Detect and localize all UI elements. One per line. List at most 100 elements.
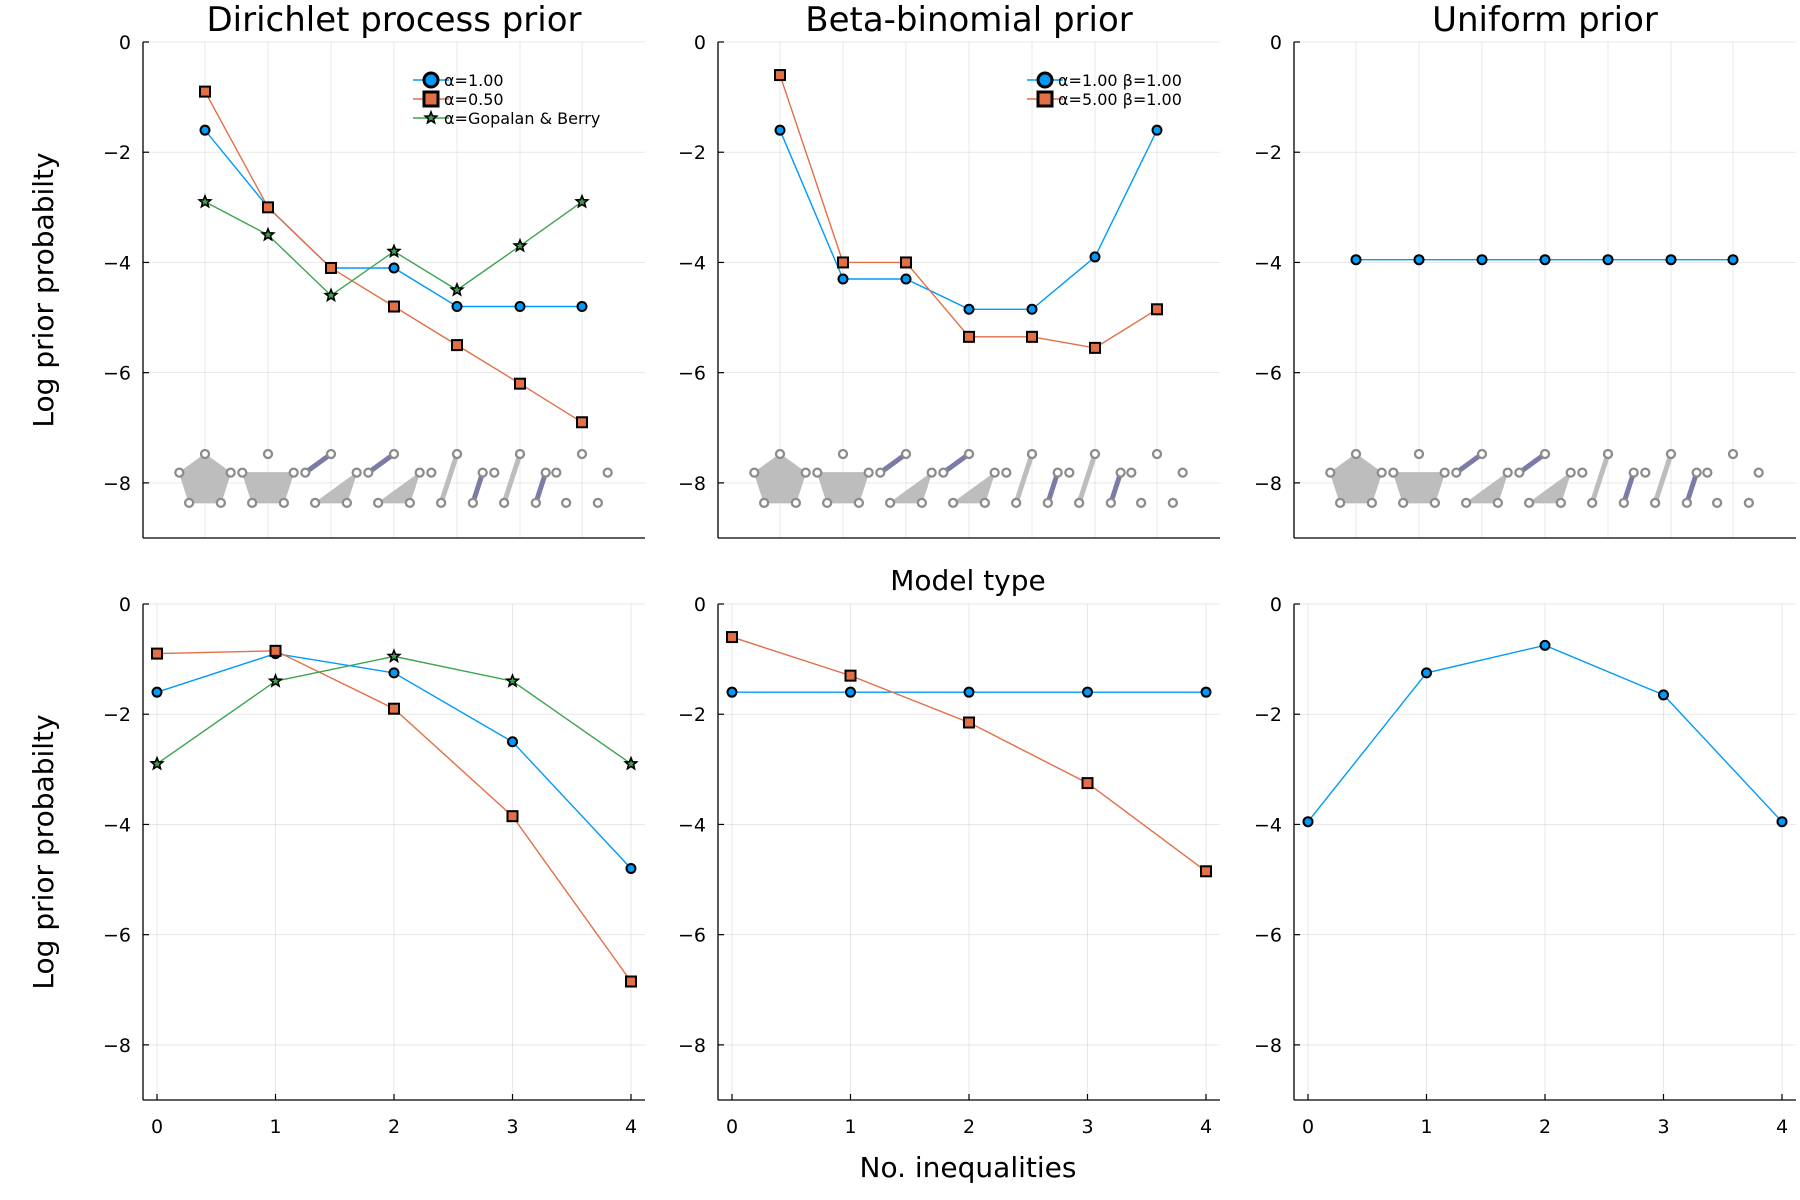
partition-node	[1126, 467, 1137, 478]
x-tick-label: 0	[151, 1116, 163, 1138]
y-tick-label: −6	[678, 925, 706, 947]
data-point	[726, 686, 738, 698]
series-3	[149, 648, 639, 771]
panel-title: Beta-binomial prior	[805, 0, 1133, 40]
grid	[1294, 603, 1796, 1100]
partition-glyph-7	[1702, 448, 1764, 508]
legend: α=1.00α=0.50α=Gopalan & Berry	[413, 71, 600, 128]
partition-glyph-6	[1640, 448, 1702, 508]
data-point	[514, 377, 526, 390]
partition-edge	[1045, 470, 1061, 506]
partition-node	[863, 467, 874, 478]
data-point	[323, 287, 339, 303]
partition-node	[514, 448, 526, 460]
data-point	[504, 672, 521, 688]
partition-node	[372, 497, 384, 508]
x-tick-label: 3	[506, 1116, 518, 1138]
panel-2: 0 −2 −4 −6 −8 Beta-binomial prior α=1.00 β=1.0…	[678, 0, 1220, 539]
y-tick-label: −6	[103, 363, 131, 385]
partition-node	[837, 448, 849, 460]
y-tick-label: −8	[103, 1035, 131, 1057]
series-2	[774, 69, 1163, 354]
partition-edge	[877, 451, 909, 476]
partition-node	[1460, 497, 1472, 508]
partition-node	[174, 467, 185, 478]
partition-node	[1577, 467, 1588, 478]
partition-glyph-4	[363, 448, 425, 508]
partition-node	[341, 497, 353, 508]
partition-edge	[1013, 451, 1035, 506]
x-tick-label: 2	[388, 1116, 400, 1138]
data-point	[1302, 816, 1314, 828]
partition-edge	[533, 470, 549, 506]
x-tick-label: 2	[963, 1116, 975, 1138]
partition-node	[1727, 448, 1739, 460]
y-tick-label: −8	[678, 473, 706, 495]
data-point	[1082, 686, 1093, 698]
partition-glyph-5	[426, 448, 488, 508]
data-point	[625, 975, 637, 988]
partition-glyph-3	[1451, 448, 1513, 508]
legend-entry: α=Gopalan & Berry	[444, 109, 600, 128]
partition-node	[790, 497, 802, 508]
data-point	[1727, 254, 1739, 266]
data-point	[963, 686, 975, 698]
data-point	[1081, 777, 1094, 790]
data-point	[1151, 303, 1163, 316]
y-tick-label: 0	[1270, 594, 1282, 616]
data-point	[625, 863, 637, 875]
data-point	[963, 716, 975, 729]
partition-node	[853, 497, 865, 508]
partition-glyph-3	[300, 448, 362, 508]
data-point	[199, 124, 211, 136]
legend-entry: α=1.00	[444, 71, 504, 90]
y-tick-label: −8	[678, 1035, 706, 1057]
partition-glyph-4	[938, 448, 1000, 508]
partition-node	[749, 467, 760, 478]
partition-node	[1502, 467, 1513, 478]
partition-glyph-2	[237, 448, 299, 508]
partition-node	[1151, 448, 1163, 460]
partition-node	[1514, 467, 1525, 478]
partition-node	[551, 467, 562, 478]
partition-node	[300, 467, 311, 478]
partition-edge	[1684, 470, 1700, 506]
data-point	[1350, 254, 1362, 266]
partition-glyph-7	[551, 448, 613, 508]
center-label-model-type: Model type	[890, 564, 1046, 597]
y-axis-label: Log prior probabilty	[27, 152, 60, 427]
y-tick-label: −4	[103, 252, 131, 274]
data-point	[844, 669, 857, 682]
data-point	[260, 226, 276, 242]
partition-node	[1555, 497, 1567, 508]
partition-node	[1649, 497, 1661, 508]
partition-node	[1618, 497, 1630, 508]
partition-node	[309, 497, 321, 508]
x-tick-label: 4	[1776, 1116, 1788, 1138]
data-point	[845, 686, 856, 698]
series-3	[197, 193, 590, 303]
data-point	[1665, 254, 1677, 266]
partition-node	[1105, 497, 1117, 508]
y-tick-label: −6	[1254, 925, 1282, 947]
series-1	[1302, 639, 1788, 828]
data-point	[1200, 686, 1212, 698]
partition-node	[1366, 497, 1378, 508]
partition-glyph-6	[489, 448, 551, 508]
partition-node	[1539, 448, 1551, 460]
partition-node	[926, 467, 937, 478]
partition-block	[1527, 471, 1572, 504]
x-tick-label: 0	[726, 1116, 738, 1138]
y-tick-label: −6	[678, 363, 706, 385]
y-tick-label: −2	[1254, 704, 1282, 726]
partition-node	[477, 467, 488, 478]
data-point	[1539, 254, 1551, 266]
y-tick-label: 0	[119, 32, 131, 54]
partition-node	[1565, 467, 1576, 478]
data-point	[1413, 254, 1425, 266]
partition-node	[1429, 497, 1441, 508]
y-tick-label: −4	[678, 252, 706, 274]
legend-entry: α=0.50	[444, 90, 504, 109]
partition-edge	[501, 451, 523, 506]
